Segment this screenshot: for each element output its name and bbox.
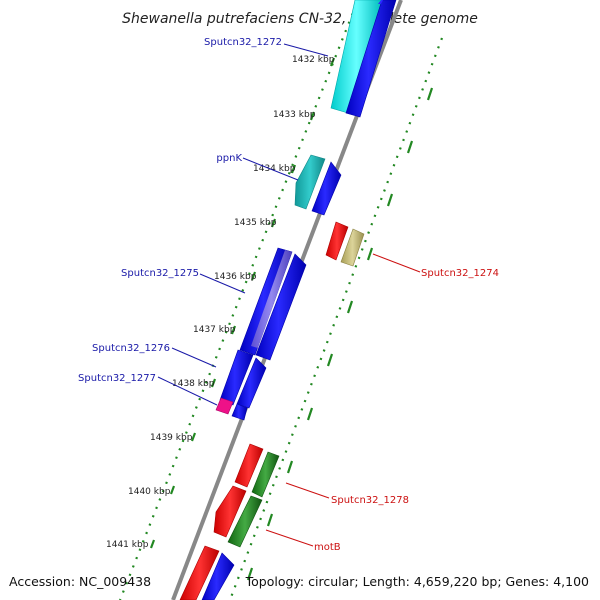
- tick-label-1435: 1435 kbp: [234, 218, 277, 228]
- tick-label-1438: 1438 kbp: [172, 379, 215, 389]
- tick-label-1434: 1434 kbp: [253, 164, 296, 174]
- gene-blue-1434[interactable]: [311, 161, 342, 216]
- gene-red-1435[interactable]: [325, 221, 349, 261]
- label-sputcn32-1277[interactable]: Sputcn32_1277: [78, 373, 156, 384]
- accession-text: Accession: NC_009438: [9, 574, 151, 589]
- gene-blue-1438[interactable]: [236, 357, 267, 409]
- label-sputcn32-1272[interactable]: Sputcn32_1272: [204, 37, 282, 48]
- inner-guide-dots: [118, 4, 358, 600]
- gene-red-1439[interactable]: [234, 443, 264, 488]
- tick-label-1437: 1437 kbp: [193, 325, 236, 335]
- gene-sputcn32-1278[interactable]: [251, 451, 280, 498]
- label-connectors: [157, 43, 421, 547]
- tick-label-1441: 1441 kbp: [106, 540, 149, 550]
- tick-label-1432: 1432 kbp: [292, 55, 335, 65]
- gene-ppnk[interactable]: [294, 154, 326, 210]
- outer-ticks: [246, 87, 434, 581]
- gene-sputcn32-1276[interactable]: [219, 349, 254, 406]
- label-sputcn32-1275[interactable]: Sputcn32_1275: [121, 268, 199, 279]
- label-motb[interactable]: motB: [314, 542, 341, 553]
- label-sputcn32-1276[interactable]: Sputcn32_1276: [92, 343, 170, 354]
- gene-blue-1436[interactable]: [255, 253, 307, 361]
- label-ppnk[interactable]: ppnK: [216, 153, 242, 164]
- tick-label-1436: 1436 kbp: [214, 272, 257, 282]
- gene-red-1441[interactable]: [179, 545, 220, 600]
- gene-red-1440[interactable]: [213, 485, 247, 538]
- map-title: Shewanella putrefaciens CN-32, complete …: [122, 11, 478, 27]
- gene-sputcn32-1274[interactable]: [340, 228, 365, 267]
- gene-blue-1432[interactable]: [345, 0, 397, 118]
- tick-label-1440: 1440 kbp: [128, 487, 171, 497]
- tick-label-1439: 1439 kbp: [150, 433, 193, 443]
- gene-blue-small[interactable]: [231, 403, 248, 421]
- outer-guide-dots: [228, 37, 444, 600]
- gene-sputcn32-1277[interactable]: [215, 397, 234, 415]
- label-sputcn32-1274[interactable]: Sputcn32_1274: [421, 268, 499, 279]
- tick-label-1433: 1433 kbp: [273, 110, 316, 120]
- topology-text: Topology: circular; Length: 4,659,220 bp…: [245, 574, 589, 589]
- gene-blue-1441[interactable]: [201, 552, 235, 600]
- gene-motb[interactable]: [227, 495, 263, 548]
- inner-ticks: [149, 57, 336, 549]
- label-sputcn32-1278[interactable]: Sputcn32_1278: [331, 495, 409, 506]
